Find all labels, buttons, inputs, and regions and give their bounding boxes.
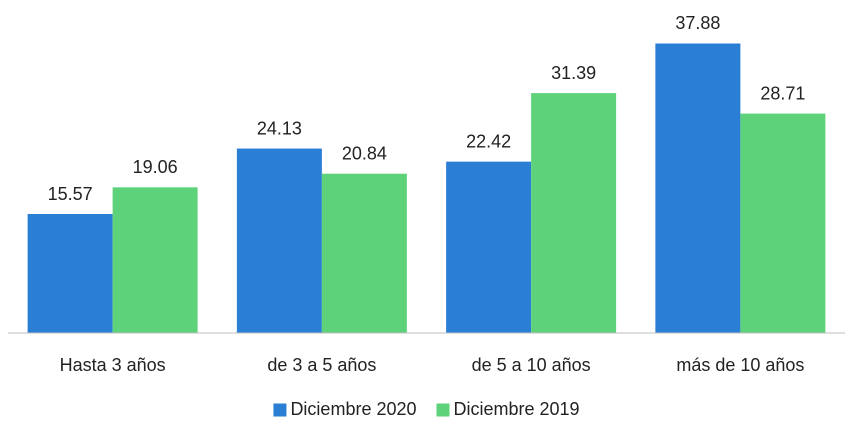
legend-swatch [273, 403, 287, 417]
bar [321, 173, 407, 333]
bar [740, 113, 826, 333]
legend-item: Diciembre 2019 [436, 399, 580, 419]
value-label: 24.13 [257, 118, 302, 138]
x-tick-label: Hasta 3 años [60, 355, 166, 375]
value-label: 31.39 [551, 63, 596, 83]
value-label: 37.88 [675, 13, 720, 33]
bar [112, 187, 198, 333]
bar [531, 93, 617, 333]
legend-swatch [436, 403, 450, 417]
legend-item: Diciembre 2020 [273, 399, 417, 419]
legend-label: Diciembre 2019 [454, 399, 580, 419]
value-label: 19.06 [133, 157, 178, 177]
bar [446, 161, 532, 333]
value-label: 22.42 [466, 131, 511, 151]
legend-label: Diciembre 2020 [290, 399, 416, 419]
x-tick-label: de 3 a 5 años [267, 355, 376, 375]
bar [27, 214, 113, 333]
value-label: 20.84 [342, 143, 387, 163]
value-label: 28.71 [760, 83, 805, 103]
bar [236, 148, 322, 333]
bar [655, 43, 741, 333]
value-label: 15.57 [48, 184, 93, 204]
x-tick-label: de 5 a 10 años [472, 355, 591, 375]
x-tick-label: más de 10 años [676, 355, 804, 375]
